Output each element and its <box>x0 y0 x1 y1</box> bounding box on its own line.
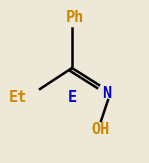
Text: OH: OH <box>91 123 109 138</box>
Text: N: N <box>103 86 112 101</box>
Text: E: E <box>67 89 77 104</box>
Text: Ph: Ph <box>66 10 84 25</box>
Text: Et: Et <box>9 89 27 104</box>
